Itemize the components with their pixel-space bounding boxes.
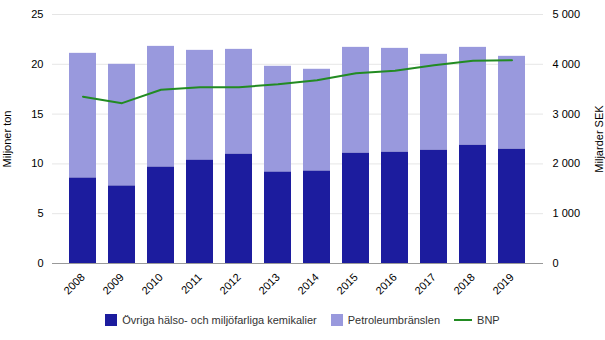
svg-text:2015: 2015 bbox=[334, 271, 360, 297]
svg-text:Miljoner ton: Miljoner ton bbox=[1, 111, 13, 168]
html-text:BNP: BNP bbox=[477, 314, 500, 326]
svg-text:0: 0 bbox=[37, 257, 43, 269]
svg-text:0: 0 bbox=[553, 257, 559, 269]
svg-text:2010: 2010 bbox=[139, 271, 165, 297]
svg-text:2009: 2009 bbox=[100, 271, 126, 297]
svg-text:3 000: 3 000 bbox=[553, 108, 581, 120]
svg-text:5 000: 5 000 bbox=[553, 8, 581, 20]
svg-text:2017: 2017 bbox=[412, 271, 438, 297]
svg-text:4 000: 4 000 bbox=[553, 58, 581, 70]
svg-text:2011: 2011 bbox=[179, 271, 204, 296]
svg-text:Miljarder SEK: Miljarder SEK bbox=[593, 105, 605, 173]
svg-text:10: 10 bbox=[31, 157, 43, 169]
svg-text:2019: 2019 bbox=[490, 271, 516, 297]
svg-text:2016: 2016 bbox=[373, 271, 399, 297]
svg-text:20: 20 bbox=[31, 58, 43, 70]
svg-text:5: 5 bbox=[37, 207, 43, 219]
svg-text:15: 15 bbox=[31, 108, 43, 120]
svg-text:2 000: 2 000 bbox=[553, 157, 581, 169]
svg-text:2008: 2008 bbox=[61, 271, 87, 297]
svg-text:2018: 2018 bbox=[451, 271, 477, 297]
svg-text:2014: 2014 bbox=[295, 271, 321, 297]
svg-text:1 000: 1 000 bbox=[553, 207, 581, 219]
html-text:Övriga hälso- och miljöfarliga: Övriga hälso- och miljöfarliga kemikalie… bbox=[122, 314, 317, 326]
svg-text:2012: 2012 bbox=[217, 271, 243, 297]
html-text:Petroleumbränslen: Petroleumbränslen bbox=[347, 314, 441, 326]
svg-text:2013: 2013 bbox=[256, 271, 282, 297]
svg-text:25: 25 bbox=[31, 8, 43, 20]
